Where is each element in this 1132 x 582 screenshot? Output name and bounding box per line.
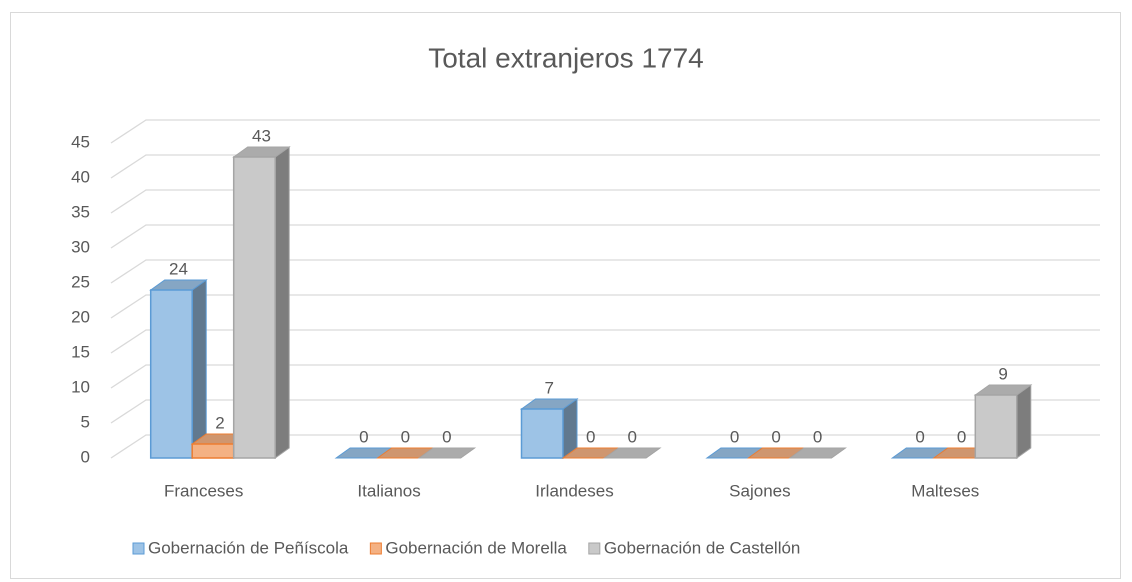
bar-front <box>520 408 564 459</box>
data-label: 0 <box>915 427 924 446</box>
bar <box>519 398 579 459</box>
x-tick-label: Irlandeses <box>535 481 613 500</box>
y-tick-label: 20 <box>71 307 90 326</box>
grid-line <box>110 154 1100 179</box>
legend-label: Gobernación de Peñíscola <box>148 538 349 557</box>
bar-top <box>788 447 847 459</box>
y-tick-label: 10 <box>71 377 90 396</box>
y-tick-label: 40 <box>71 167 90 186</box>
legend-swatch <box>369 542 382 555</box>
legend-label: Gobernación de Castellón <box>604 538 801 557</box>
bar-top <box>602 447 662 459</box>
x-tick-label: Franceses <box>164 481 243 500</box>
bar <box>417 447 477 459</box>
grid-line <box>110 294 1100 319</box>
grid-line <box>110 189 1100 214</box>
grid-line <box>110 259 1100 284</box>
grid-line <box>110 224 1100 249</box>
grid-line <box>110 399 1100 424</box>
bar <box>232 146 291 459</box>
data-label: 0 <box>813 427 822 446</box>
grid-line <box>110 434 1100 459</box>
legend-swatch <box>588 542 601 555</box>
legend-label: Gobernación de Morella <box>385 538 567 557</box>
bar <box>602 447 662 459</box>
data-label: 0 <box>730 427 739 446</box>
y-tick-label: 0 <box>81 447 90 466</box>
legend-swatch <box>132 542 145 555</box>
data-label: 9 <box>998 364 1007 383</box>
bar-side <box>191 279 207 459</box>
grid-line <box>110 119 1100 144</box>
bar <box>973 384 1033 459</box>
bar-side <box>1016 384 1032 459</box>
data-label: 0 <box>401 427 410 446</box>
data-label: 0 <box>586 427 595 446</box>
data-label: 0 <box>771 427 780 446</box>
data-label: 7 <box>545 378 554 397</box>
x-tick-label: Malteses <box>911 481 979 500</box>
data-label: 24 <box>169 259 188 278</box>
y-tick-label: 35 <box>71 202 90 221</box>
data-label: 43 <box>252 126 271 145</box>
bar-top <box>417 447 477 459</box>
data-label: 2 <box>215 413 224 432</box>
x-tick-label: Italianos <box>357 481 420 500</box>
data-label: 0 <box>359 427 368 446</box>
bar <box>149 279 208 459</box>
y-tick-label: 5 <box>81 412 90 431</box>
grid-line <box>110 329 1100 354</box>
y-tick-label: 15 <box>71 342 90 361</box>
y-tick-label: 30 <box>71 237 90 256</box>
data-label: 0 <box>442 427 451 446</box>
bar-front <box>149 289 193 459</box>
bar-front <box>191 443 235 459</box>
data-label: 0 <box>957 427 966 446</box>
y-tick-label: 45 <box>71 132 90 151</box>
x-tick-label: Sajones <box>729 481 790 500</box>
grid-line <box>110 364 1100 389</box>
bar-side <box>274 146 290 459</box>
bar <box>788 447 847 459</box>
data-label: 0 <box>628 427 637 446</box>
bar-front <box>974 394 1018 459</box>
chart-title: Total extranjeros 1774 <box>428 42 704 73</box>
y-tick-label: 25 <box>71 272 90 291</box>
bar-front <box>232 156 276 459</box>
